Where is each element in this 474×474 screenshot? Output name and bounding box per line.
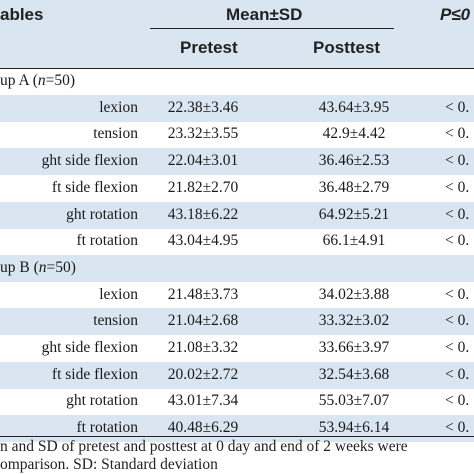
table-row: lexion 22.38±3.46 43.64±3.95 < 0. — [0, 94, 474, 122]
p-value: < 0. — [445, 152, 470, 170]
variable-label: lexion — [99, 98, 138, 116]
table-row: ft side flexion 21.82±2.70 36.48±2.79 < 0. — [0, 175, 474, 202]
p-value: < 0. — [445, 339, 470, 356]
footnote-line-1: n and SD of pretest and posttest at 0 da… — [0, 438, 408, 455]
pretest-value: 23.32±3.55 — [167, 125, 239, 143]
p-value: < 0. — [445, 419, 470, 437]
group-row: up A (n=50) — [0, 68, 474, 95]
table-row: ft rotation 40.48±6.29 53.94±6.14 < 0. — [0, 415, 474, 443]
p-value: < 0. — [445, 232, 470, 250]
header-bottom-rule — [0, 68, 474, 69]
table-row: lexion 21.48±3.73 34.02±3.88 < 0. — [0, 282, 474, 309]
p-value: < 0. — [445, 392, 470, 410]
posttest-value: 33.66±3.97 — [318, 339, 390, 356]
table-row: ft rotation 43.04±4.95 66.1±4.91 < 0. — [0, 228, 474, 255]
posttest-value: 43.64±3.95 — [318, 98, 390, 116]
posttest-value: 32.54±3.68 — [318, 365, 390, 383]
posttest-value: 36.46±2.53 — [318, 152, 390, 170]
variable-label: ght side flexion — [41, 339, 138, 356]
posttest-value: 36.48±2.79 — [318, 178, 390, 196]
posttest-value: 42.9±4.42 — [322, 125, 386, 143]
variable-label: ft side flexion — [51, 178, 138, 196]
p-value: < 0. — [445, 285, 470, 303]
variable-label: ght side flexion — [41, 152, 138, 170]
pretest-value: 22.04±3.01 — [167, 152, 239, 170]
pretest-value: 21.08±3.32 — [167, 339, 239, 356]
p-value-header: P≤0 — [440, 5, 471, 24]
pretest-value: 21.48±3.73 — [167, 285, 239, 303]
table-row: ft side flexion 20.02±2.72 32.54±3.68 < 0. — [0, 361, 474, 389]
mean-sd-header: Mean±SD — [226, 5, 303, 24]
table-row: ght side flexion 21.08±3.32 33.66±3.97 < 0. — [0, 335, 474, 362]
variable-label: ft side flexion — [51, 365, 138, 383]
pretest-value: 40.48±6.29 — [167, 419, 239, 437]
variable-label: tension — [93, 312, 138, 330]
group-label: up A (n=50) — [0, 72, 76, 89]
posttest-value: 34.02±3.88 — [318, 285, 390, 303]
pretest-value: 43.04±4.95 — [167, 232, 239, 250]
pretest-value: 22.38±3.46 — [167, 98, 239, 116]
pretest-value: 43.01±7.34 — [167, 392, 239, 410]
footnote-line-2: omparison. SD: Standard deviation — [0, 456, 218, 473]
variable-label: tension — [93, 125, 138, 143]
table-row: tension 21.04±2.68 33.32±3.02 < 0. — [0, 308, 474, 336]
table-row: ght side flexion 22.04±3.01 36.46±2.53 < 0. — [0, 148, 474, 176]
header-band — [0, 0, 474, 68]
p-value: < 0. — [445, 125, 470, 143]
pretest-value: 21.82±2.70 — [167, 178, 239, 196]
posttest-value: 53.94±6.14 — [318, 419, 390, 437]
pretest-value: 43.18±6.22 — [167, 205, 239, 223]
table-row: ght rotation 43.18±6.22 64.92±5.21 < 0. — [0, 201, 474, 229]
variables-header: ables — [0, 5, 44, 24]
table-row: ght rotation 43.01±7.34 55.03±7.07 < 0. — [0, 388, 474, 415]
p-value: < 0. — [445, 365, 470, 383]
group-row: up B (n=50) — [0, 254, 474, 282]
p-value: < 0. — [445, 98, 470, 116]
variable-label: ft rotation — [76, 419, 138, 437]
variable-label: lexion — [99, 285, 138, 303]
pretest-value: 20.02±2.72 — [167, 365, 239, 383]
pretest-value: 21.04±2.68 — [167, 312, 239, 330]
table-row: tension 23.32±3.55 42.9±4.42 < 0. — [0, 121, 474, 148]
posttest-header: Posttest — [313, 38, 381, 57]
p-value: < 0. — [445, 205, 470, 223]
posttest-value: 55.03±7.07 — [318, 392, 390, 410]
p-value: < 0. — [445, 178, 470, 196]
posttest-value: 64.92±5.21 — [318, 205, 390, 223]
posttest-value: 33.32±3.02 — [318, 312, 390, 330]
posttest-value: 66.1±4.91 — [322, 232, 386, 250]
table-bottom-rule — [0, 436, 474, 437]
p-value: < 0. — [445, 312, 470, 330]
pretest-header: Pretest — [180, 38, 238, 57]
mean-sd-underline — [150, 28, 394, 29]
variable-label: ght rotation — [66, 205, 138, 223]
variable-label: ft rotation — [76, 232, 138, 250]
group-label: up B (n=50) — [0, 258, 76, 276]
variable-label: ght rotation — [66, 392, 138, 410]
